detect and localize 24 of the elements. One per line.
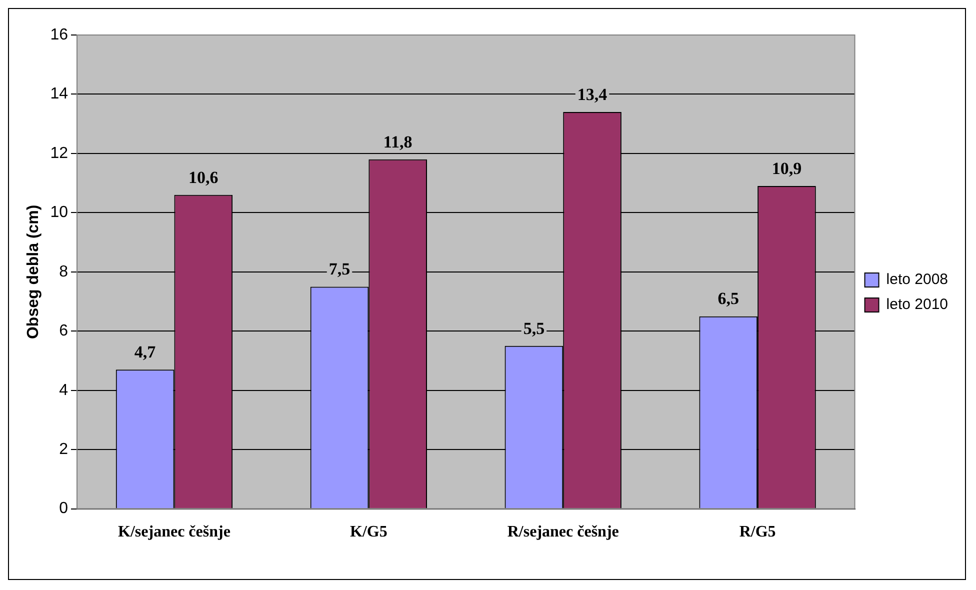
y-tick-label: 2 — [59, 440, 68, 458]
legend-label: leto 2008 — [886, 271, 948, 288]
data-label: 10,6 — [188, 168, 218, 187]
x-tick-label: K/sejanec češnje — [118, 524, 230, 541]
data-label: 11,8 — [383, 132, 412, 152]
data-label: 7,5 — [328, 260, 350, 279]
y-tick-label: 6 — [59, 322, 68, 340]
y-tick-label: 14 — [50, 86, 68, 103]
y-tick-label: 4 — [59, 382, 68, 399]
y-axis-title: Obseg debla (cm) — [25, 204, 42, 340]
data-label: 4,7 — [134, 342, 156, 362]
data-label: 13,4 — [577, 84, 608, 104]
data-label: 6,5 — [718, 289, 740, 308]
data-label: 5,5 — [523, 318, 545, 338]
x-tick-label: K/G5 — [350, 524, 388, 541]
y-tick-label: 0 — [59, 500, 68, 518]
data-label: 10,9 — [772, 158, 802, 178]
x-tick-label: R/sejanec češnje — [507, 524, 619, 541]
x-tick-label: R/G5 — [739, 524, 776, 541]
y-tick-label: 8 — [59, 263, 68, 280]
y-tick-label: 16 — [50, 26, 68, 44]
y-tick-label: 12 — [50, 144, 68, 162]
y-tick-label: 10 — [50, 204, 68, 222]
legend-label: leto 2010 — [886, 296, 948, 314]
